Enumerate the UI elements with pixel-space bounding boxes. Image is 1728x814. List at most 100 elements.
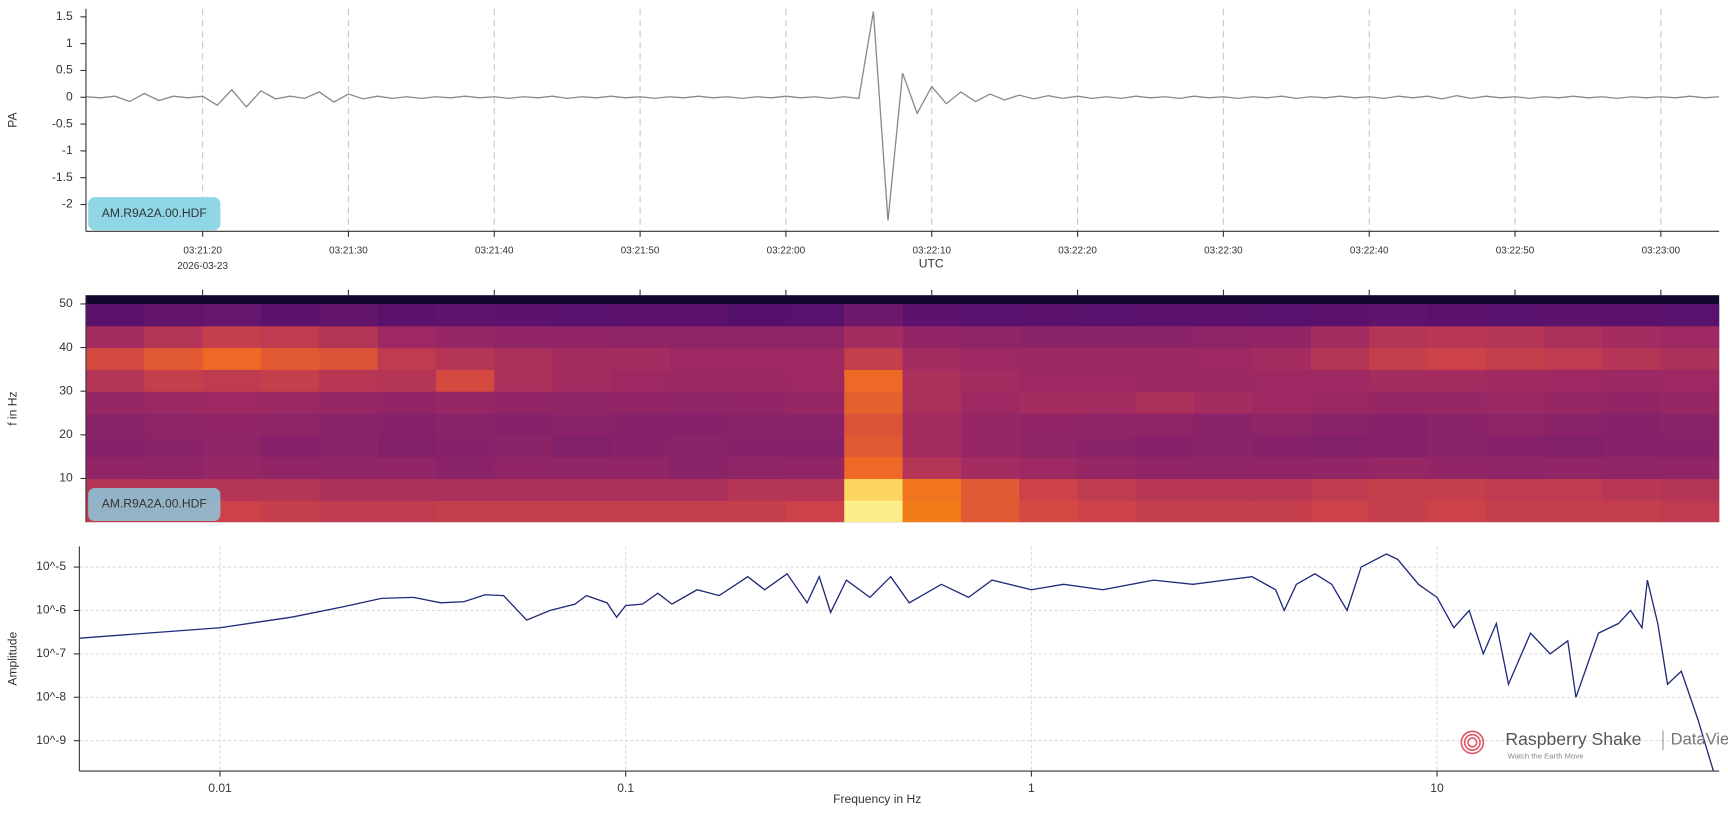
spectrogram-cell <box>610 369 670 392</box>
spectrogram-cell <box>1077 325 1137 349</box>
spectrogram-cell <box>610 325 670 349</box>
spectrogram-cell <box>902 347 962 370</box>
spectrogram-cell <box>1602 500 1662 523</box>
spectrogram-cell <box>1077 347 1137 370</box>
y-tick-label: 10^-7 <box>36 646 66 660</box>
spectrogram-cell <box>144 413 204 436</box>
spectrogram-cell <box>1427 413 1487 436</box>
spectrogram-cell <box>902 500 962 523</box>
spectrogram-cell <box>1077 434 1137 458</box>
spectrogram-cell <box>202 391 262 414</box>
y-tick-label: -1 <box>62 143 73 157</box>
spectrogram-cell <box>260 434 320 458</box>
spectrogram-cell <box>844 500 904 523</box>
spectrogram-cell <box>1252 413 1312 436</box>
spectrogram-cell <box>319 434 379 458</box>
spectrogram-cell <box>1427 478 1487 501</box>
y-tick-label: -0.5 <box>52 116 73 130</box>
spectrogram-cell <box>494 500 554 523</box>
spectrogram-cell <box>669 478 729 501</box>
spectrogram-cell <box>552 347 612 370</box>
trace <box>85 11 1720 221</box>
spectrogram-cell <box>902 456 962 480</box>
spectrogram-cell <box>960 434 1020 458</box>
logo-ring <box>1460 730 1485 755</box>
x-tick-label: 03:21:50 <box>621 246 660 257</box>
spectrogram-cell <box>435 434 495 458</box>
y-tick-label: 20 <box>59 427 73 441</box>
x-tick-label: 03:21:40 <box>475 246 514 257</box>
spectrogram-cell <box>377 303 437 327</box>
spectrogram-cell <box>144 325 204 349</box>
spectrogram-cell <box>1427 347 1487 370</box>
spectrogram-cell <box>260 500 320 523</box>
spectrogram-cell <box>1369 325 1429 349</box>
spectrogram-cell <box>85 391 145 414</box>
x-tick-label: 03:22:20 <box>1058 246 1097 257</box>
spectrogram-cell <box>1135 391 1195 414</box>
spectrogram-cell <box>319 413 379 436</box>
spectrogram-cell <box>960 369 1020 392</box>
spectrogram-cell <box>435 347 495 370</box>
spectrogram-cell <box>1252 391 1312 414</box>
spectrogram-cell <box>1602 434 1662 458</box>
spectrogram-cell <box>494 303 554 327</box>
spectrogram-cell <box>1310 347 1370 370</box>
spectrogram-cell <box>435 369 495 392</box>
spectrogram-cell <box>844 303 904 327</box>
spectrogram-cell <box>785 303 845 327</box>
spectrogram-cell <box>1019 347 1079 370</box>
spectrogram-cell <box>1077 369 1137 392</box>
spectrogram-cell <box>144 434 204 458</box>
spectrogram-cell <box>1135 347 1195 370</box>
spectrogram-cell <box>1310 303 1370 327</box>
spectrogram-cell <box>494 456 554 480</box>
spectrogram-cell <box>610 456 670 480</box>
y-tick-label: 10 <box>59 471 73 485</box>
spectrogram-cell <box>1602 413 1662 436</box>
spectrogram-cell <box>377 413 437 436</box>
spectrogram-cell <box>552 500 612 523</box>
spectrogram-cell <box>727 434 787 458</box>
spectrogram-cell <box>1485 434 1545 458</box>
spectrogram-cell <box>1427 369 1487 392</box>
x-tick-label: 03:22:50 <box>1496 246 1535 257</box>
logo-brand: Raspberry Shake <box>1505 729 1641 749</box>
spectrogram-cell <box>435 478 495 501</box>
spectrogram-cell <box>260 325 320 349</box>
spectrogram-cell <box>1135 434 1195 458</box>
y-tick-label: 30 <box>59 383 73 397</box>
spectrogram-cell <box>785 478 845 501</box>
spectrogram-cell <box>1310 391 1370 414</box>
spectrogram-cell <box>319 303 379 327</box>
spectrogram-cell <box>1544 434 1604 458</box>
spectrogram-cell <box>1077 413 1137 436</box>
spectrogram-cell <box>1135 478 1195 501</box>
spectrogram-cell <box>669 369 729 392</box>
spectrogram-cell <box>727 325 787 349</box>
spectrogram-cell <box>435 456 495 480</box>
spectrogram-cell <box>1602 303 1662 327</box>
spectrogram-cell <box>1427 500 1487 523</box>
spectrogram-cell <box>785 325 845 349</box>
spectrogram-cell <box>144 391 204 414</box>
spectrogram-cell <box>1310 413 1370 436</box>
spectrogram-cell <box>727 347 787 370</box>
spectrogram-cell <box>960 347 1020 370</box>
spectrogram-cell <box>552 391 612 414</box>
spectrogram-cell <box>610 391 670 414</box>
spectrogram-cell <box>785 413 845 436</box>
spectrogram-cell <box>1602 369 1662 392</box>
x-tick-label: 0.1 <box>617 781 634 795</box>
spectrogram-cell <box>1427 325 1487 349</box>
spectrogram-cell <box>960 303 1020 327</box>
spectrogram-cell <box>1660 391 1720 414</box>
spectrogram-cell <box>1427 303 1487 327</box>
spectrogram-cell <box>85 369 145 392</box>
y-axis-label: Amplitude <box>5 632 19 686</box>
spectrogram-cell <box>610 347 670 370</box>
spectrogram-cell <box>727 500 787 523</box>
x-tick-label: 03:23:00 <box>1642 246 1681 257</box>
x-tick-label: 03:22:00 <box>767 246 806 257</box>
